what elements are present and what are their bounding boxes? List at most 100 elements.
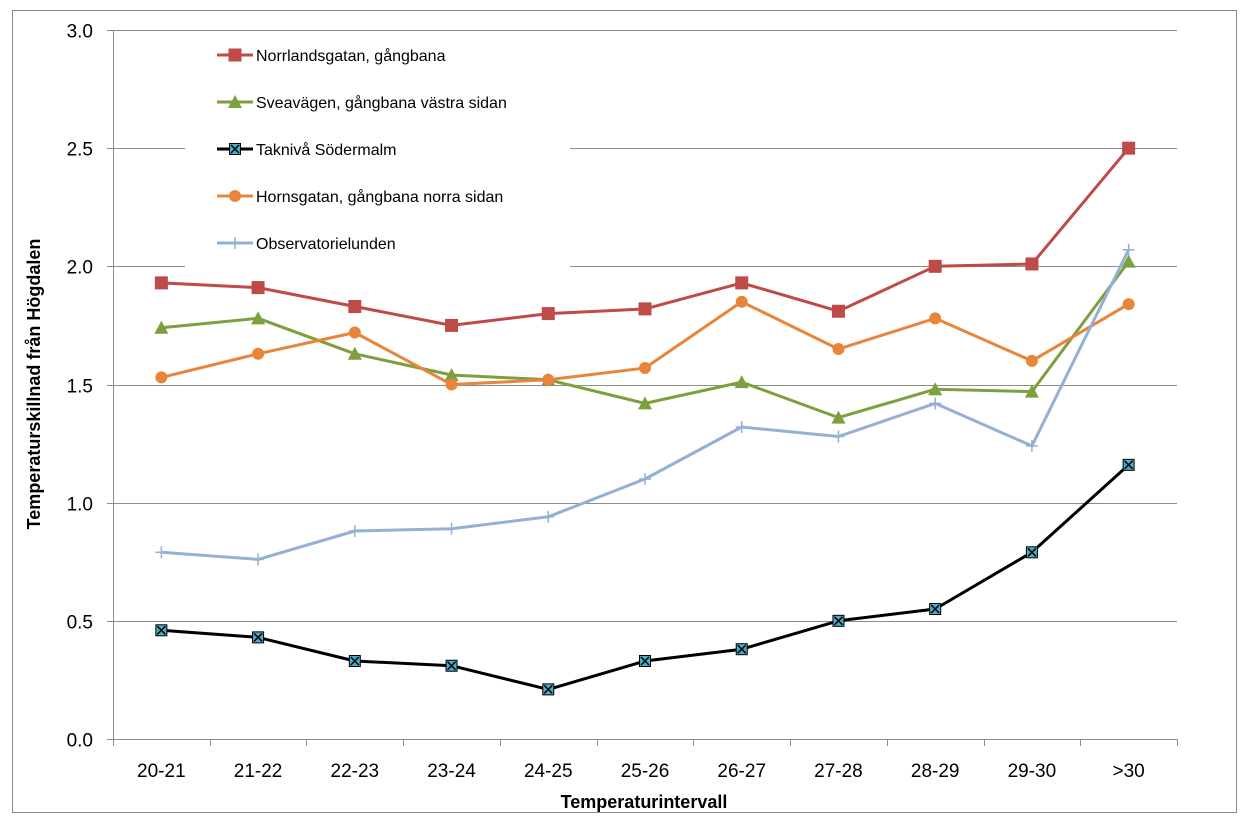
y-tick-label: 0.5	[67, 613, 93, 634]
data-point	[445, 318, 459, 332]
data-point	[542, 683, 555, 696]
series-4	[155, 243, 1135, 566]
data-point-x2	[156, 625, 166, 635]
data-point-x2	[1027, 547, 1037, 557]
x-tick-label: 29-30	[1008, 761, 1057, 782]
data-point-x2	[350, 656, 360, 666]
legend-label: Hornsgatan, gångbana norra sidan	[256, 188, 503, 206]
x-tick-label: 20-21	[137, 761, 186, 782]
data-point	[541, 307, 555, 321]
data-point	[251, 311, 266, 325]
data-point	[347, 346, 362, 360]
data-point-x2	[253, 632, 263, 642]
legend-item: Norrlandsgatan, gångbana	[217, 47, 446, 65]
y-tick-label: 1.0	[67, 495, 93, 516]
data-point	[252, 347, 265, 360]
x-tick-label: 21-22	[234, 761, 283, 782]
data-point	[1122, 243, 1135, 256]
data-point	[252, 553, 265, 566]
data-point-x2	[447, 661, 457, 671]
series-3	[155, 295, 1135, 391]
x-axis-title: Temperaturintervall	[561, 792, 728, 812]
data-point-x2	[833, 616, 843, 626]
data-point	[1122, 141, 1136, 155]
legend-label: Observatorielunden	[256, 236, 396, 253]
data-point	[832, 343, 845, 356]
legend-label: Taknivå Södermalm	[256, 141, 397, 159]
legend-item: Observatorielunden	[217, 236, 396, 253]
data-point	[348, 300, 362, 314]
data-point	[1025, 439, 1038, 452]
legend-box	[185, 36, 570, 268]
data-point	[252, 631, 265, 644]
data-point	[735, 276, 749, 290]
data-point	[929, 312, 942, 325]
data-point	[348, 655, 361, 668]
data-point	[445, 659, 458, 672]
x-tick-label: 27-28	[814, 761, 863, 782]
data-point	[832, 430, 845, 443]
data-point	[639, 655, 651, 668]
data-point	[928, 382, 943, 396]
data-point	[154, 276, 168, 290]
data-point	[639, 361, 651, 374]
data-point-x2	[640, 656, 650, 666]
series-0	[154, 141, 1136, 332]
y-tick-label: 0.0	[67, 731, 93, 752]
data-point	[229, 143, 241, 155]
data-point	[1024, 384, 1039, 398]
data-point	[251, 281, 265, 295]
data-point	[1122, 458, 1135, 471]
data-point	[1025, 354, 1038, 367]
data-point-x2	[737, 644, 747, 654]
data-point	[638, 396, 652, 410]
x-tick-label: 23-24	[427, 761, 476, 782]
y-tick-label: 2.5	[67, 140, 93, 161]
legend-item: Taknivå Södermalm	[217, 141, 397, 159]
data-point	[445, 522, 458, 535]
data-point	[1025, 546, 1038, 559]
data-point	[735, 421, 748, 434]
legend-item: Hornsgatan, gångbana norra sidan	[217, 188, 503, 206]
data-point	[229, 237, 241, 249]
data-point	[229, 190, 241, 202]
data-point	[155, 624, 168, 637]
legend-label: Norrlandsgatan, gångbana	[256, 47, 446, 65]
legend: Norrlandsgatan, gångbana Sveavägen, gångb…	[185, 36, 570, 268]
data-point	[832, 614, 845, 627]
data-point	[734, 375, 749, 389]
data-point	[154, 320, 169, 334]
data-point	[542, 510, 555, 523]
data-point	[929, 397, 942, 410]
y-tick-label: 2.0	[67, 258, 93, 279]
x-tick-label: 24-25	[524, 761, 573, 782]
data-point-x2	[930, 604, 940, 614]
y-tick-label: 3.0	[67, 22, 93, 43]
data-point-x2	[1124, 460, 1134, 470]
data-point	[1122, 298, 1135, 311]
data-point	[348, 525, 361, 538]
data-point	[155, 371, 168, 384]
data-point	[1025, 257, 1039, 271]
data-point	[155, 546, 168, 559]
y-tick-label: 1.5	[67, 377, 93, 398]
x-tick-label: 28-29	[911, 761, 960, 782]
data-point-x2	[230, 144, 240, 154]
y-axis-title: Temperaturskillnad från Högdalen	[24, 239, 44, 530]
data-point	[542, 373, 555, 386]
data-point	[929, 603, 942, 616]
x-tick-label: 26-27	[717, 761, 766, 782]
data-point	[228, 48, 242, 62]
data-point	[831, 410, 846, 424]
x-tick-label: >30	[1113, 761, 1145, 782]
data-point	[445, 378, 458, 391]
series-2	[155, 458, 1135, 696]
legend-item: Sveavägen, gångbana västra sidan	[217, 94, 507, 112]
data-point-x2	[543, 684, 553, 694]
data-point	[639, 473, 651, 486]
axes: 0.0 0.5 1.0 1.5 2.0 2.5 3.0 20-21 21-22 22-23 23-2…	[67, 22, 1178, 782]
data-point	[228, 95, 242, 108]
data-point	[638, 302, 652, 316]
